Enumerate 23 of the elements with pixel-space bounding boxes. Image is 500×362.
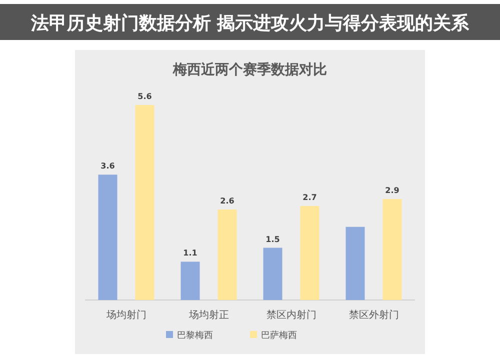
x-tick-label: 场均射门 bbox=[105, 309, 146, 321]
chart-title: 梅西近两个赛季数据对比 bbox=[172, 61, 327, 78]
bar bbox=[382, 199, 402, 300]
bar bbox=[346, 226, 365, 300]
legend-label: 巴萨梅西 bbox=[261, 330, 297, 341]
bar bbox=[218, 209, 237, 300]
bar bbox=[180, 262, 200, 300]
data-label: 1.5 bbox=[266, 234, 280, 244]
data-label: 2.6 bbox=[220, 196, 235, 206]
data-label: 1.1 bbox=[183, 248, 198, 258]
x-tick-label: 禁区内射门 bbox=[266, 309, 316, 321]
data-label: 2.9 bbox=[385, 186, 400, 196]
bar bbox=[300, 206, 320, 300]
data-label: 3.6 bbox=[100, 162, 116, 171]
x-tick-label: 场均射正 bbox=[188, 309, 229, 321]
legend-label: 巴黎梅西 bbox=[177, 330, 213, 341]
data-label: 5.6 bbox=[138, 92, 152, 101]
x-tick-label: 禁区外射门 bbox=[348, 309, 399, 321]
bar bbox=[263, 248, 282, 300]
bar bbox=[98, 174, 118, 300]
text: 法甲历史射门数据分析 揭示进攻火力与得分表现的关系 bbox=[30, 13, 470, 34]
data-label: 2.7 bbox=[302, 192, 317, 202]
bar bbox=[135, 105, 154, 300]
